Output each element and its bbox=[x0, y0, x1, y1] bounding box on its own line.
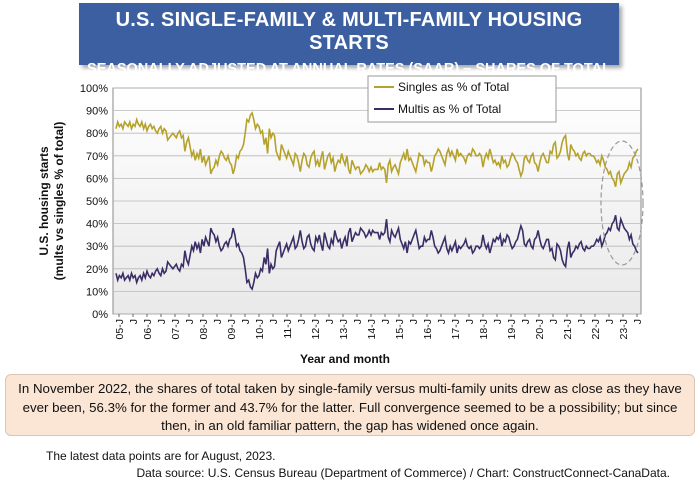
x-tick-label: 22-J bbox=[590, 319, 602, 339]
x-tick-label: 13-J bbox=[338, 319, 350, 339]
x-tick-label: J bbox=[548, 319, 560, 324]
x-tick-label: 11-J bbox=[282, 319, 294, 339]
y-tick-label: 30% bbox=[86, 241, 108, 253]
legend: Singles as % of Total Multis as % of Tot… bbox=[367, 75, 557, 123]
y-tick-label: 20% bbox=[86, 264, 108, 276]
x-tick-label: J bbox=[212, 319, 224, 324]
y-tick-label: 80% bbox=[86, 128, 108, 140]
x-tick-label: 14-J bbox=[366, 319, 378, 339]
latest-data-note: The latest data points are for August, 2… bbox=[46, 449, 276, 463]
x-tick-label: J bbox=[632, 319, 644, 324]
x-tick-label: 06-J bbox=[142, 319, 154, 339]
chart-title: U.S. SINGLE-FAMILY & MULTI-FAMILY HOUSIN… bbox=[115, 9, 583, 54]
x-tick-label: 12-J bbox=[310, 319, 322, 339]
x-tick-label: 08-J bbox=[198, 319, 210, 339]
x-tick-label: J bbox=[352, 319, 364, 324]
legend-label-singles: Singles as % of Total bbox=[398, 80, 509, 94]
x-tick-label: J bbox=[296, 319, 308, 324]
x-tick-label: J bbox=[184, 319, 196, 324]
x-axis-label: Year and month bbox=[300, 352, 390, 366]
commentary-line-3: then, in an old familiar pattern, the ga… bbox=[161, 418, 539, 433]
y-tick-label: 0% bbox=[92, 309, 108, 321]
x-tick-label: J bbox=[604, 319, 616, 324]
x-tick-label: J bbox=[408, 319, 420, 324]
data-source: Data source: U.S. Census Bureau (Departm… bbox=[136, 466, 670, 480]
x-tick-label: 15-J bbox=[394, 319, 406, 339]
y-axis-label-line1: U.S. housing starts bbox=[37, 146, 51, 256]
x-tick-label: 16-J bbox=[422, 319, 434, 339]
x-tick-label: J bbox=[492, 319, 504, 324]
x-tick-label: J bbox=[436, 319, 448, 324]
x-tick-label: J bbox=[128, 319, 140, 324]
x-tick-label: 09-J bbox=[226, 319, 238, 339]
commentary-line-1: In November 2022, the shares of total ta… bbox=[18, 381, 682, 396]
x-tick-label: 21-J bbox=[562, 319, 574, 339]
y-tick-label: 100% bbox=[80, 83, 108, 95]
title-banner: U.S. SINGLE-FAMILY & MULTI-FAMILY HOUSIN… bbox=[79, 3, 619, 77]
x-tick-label: 10-J bbox=[254, 319, 266, 339]
x-tick-label: 23-J bbox=[618, 319, 630, 339]
x-tick-label: J bbox=[324, 319, 336, 324]
x-tick-label: 20-J bbox=[534, 319, 546, 339]
x-tick-label: 05-J bbox=[114, 319, 126, 339]
y-tick-label: 60% bbox=[86, 173, 108, 185]
y-axis-label-line2: (mults vs singles % of total) bbox=[52, 122, 66, 281]
x-tick-label: 07-J bbox=[170, 319, 182, 339]
x-tick-label: 17-J bbox=[450, 319, 462, 339]
x-tick-label: 18-J bbox=[478, 319, 490, 339]
y-tick-label: 70% bbox=[86, 151, 108, 163]
convergence-highlight-ellipse bbox=[600, 140, 644, 266]
y-tick-label: 90% bbox=[86, 106, 108, 118]
x-tick-label: 19-J bbox=[506, 319, 518, 339]
x-tick-label: J bbox=[268, 319, 280, 324]
x-tick-label: J bbox=[576, 319, 588, 324]
legend-label-multis: Multis as % of Total bbox=[398, 102, 501, 116]
commentary-box: In November 2022, the shares of total ta… bbox=[5, 374, 695, 436]
series-multis-line bbox=[115, 214, 639, 291]
y-tick-label: 50% bbox=[86, 196, 108, 208]
series-singles-line bbox=[115, 111, 639, 188]
chart-subtitle: SEASONALLY ADJUSTED AT ANNUAL RATES (SAA… bbox=[87, 61, 611, 77]
x-tick-label: J bbox=[380, 319, 392, 324]
y-tick-label: 10% bbox=[86, 286, 108, 298]
chart-area: 0%10%20%30%40%50%60%70%80%90%100% 05-J J 0… bbox=[37, 75, 644, 366]
x-tick-label: J bbox=[520, 319, 532, 324]
commentary-line-2: ever been, 56.3% for the former and 43.7… bbox=[22, 399, 678, 415]
x-tick-label: J bbox=[240, 319, 252, 324]
x-tick-label: J bbox=[156, 319, 168, 324]
x-tick-label: J bbox=[464, 319, 476, 324]
y-tick-label: 40% bbox=[86, 219, 108, 231]
